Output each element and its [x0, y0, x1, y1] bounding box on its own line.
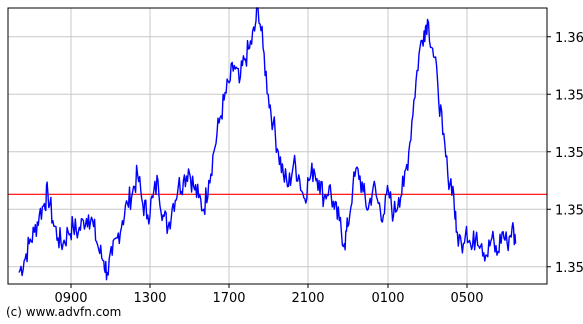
y-tick-label: 1.359 — [555, 88, 583, 103]
price-series-line — [18, 7, 517, 281]
x-tick-label: 0100 — [371, 291, 404, 306]
y-tick-label: 1.357 — [555, 203, 583, 218]
y-tick-label: 1.356 — [555, 261, 583, 276]
plot-frame — [7, 7, 548, 285]
x-tick-label: 2100 — [291, 291, 324, 306]
x-tick-label: 1300 — [133, 291, 166, 306]
x-tick-label: 0900 — [54, 291, 87, 306]
source-credit[interactable]: (c) www.advfn.com — [6, 305, 122, 319]
y-axis: 1.356 1.357 1.358 1.359 1.36 — [547, 31, 583, 276]
x-tick-label: 1700 — [212, 291, 245, 306]
plot-area — [8, 8, 547, 284]
x-tick-label: 0500 — [450, 291, 483, 306]
grid — [8, 8, 547, 284]
x-axis: 0900 1300 1700 2100 0100 0500 — [54, 284, 484, 306]
series-group — [18, 7, 517, 281]
y-tick-label: 1.36 — [555, 31, 583, 46]
y-tick-label: 1.358 — [555, 146, 583, 161]
